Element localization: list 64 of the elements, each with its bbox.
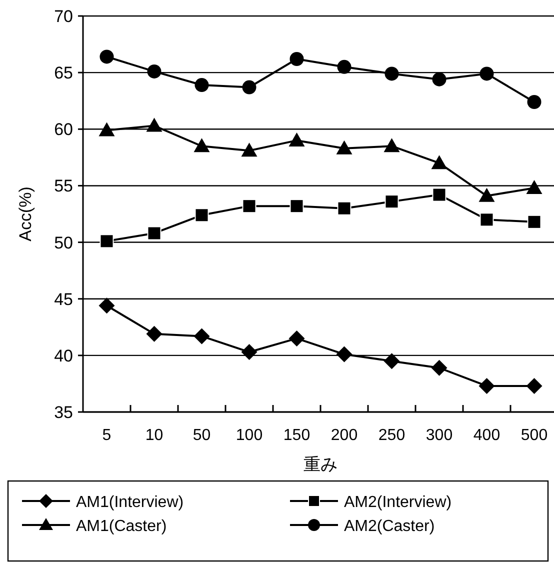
point <box>432 72 446 86</box>
point <box>384 353 400 370</box>
x-tick-label: 500 <box>520 427 548 444</box>
x-tick-label: 100 <box>236 427 263 444</box>
point <box>290 52 304 66</box>
point <box>146 118 162 132</box>
x-axis-title: 重み <box>304 455 338 474</box>
point <box>336 140 352 154</box>
y-tick-label: 70 <box>54 7 73 26</box>
y-axis-title: Acc(%) <box>16 186 35 242</box>
point <box>98 122 115 136</box>
y-tick-label: 35 <box>54 403 73 422</box>
point <box>337 201 352 216</box>
point <box>336 346 352 362</box>
point <box>431 155 448 170</box>
point <box>431 360 448 376</box>
x-tick-label: 10 <box>145 427 164 444</box>
point <box>478 188 495 202</box>
point <box>194 138 210 152</box>
legend-label: AM2(Interview) <box>344 494 452 511</box>
point <box>337 60 352 74</box>
point <box>241 344 258 360</box>
point <box>241 142 258 157</box>
x-tick-label: 50 <box>192 427 211 444</box>
point <box>146 326 162 342</box>
legend-label: AM2(Caster) <box>344 518 435 535</box>
point <box>288 330 305 346</box>
x-tick-label: 150 <box>283 427 310 444</box>
point <box>384 66 399 81</box>
point <box>242 199 256 214</box>
legend-label: AM1(Caster) <box>76 518 167 535</box>
point <box>527 214 542 229</box>
point <box>480 212 494 227</box>
point <box>288 132 305 146</box>
x-tick-label: 250 <box>378 427 406 444</box>
point <box>100 50 114 64</box>
point <box>480 66 494 81</box>
y-tick-label: 40 <box>54 346 73 366</box>
y-tick-label: 60 <box>54 120 73 140</box>
x-tick-label: 200 <box>330 427 358 444</box>
point <box>478 378 495 394</box>
point <box>526 378 542 394</box>
point <box>100 234 114 248</box>
point <box>194 208 209 222</box>
point <box>527 94 542 109</box>
point <box>432 188 446 202</box>
point <box>147 226 162 240</box>
legend-label: AM1(Interview) <box>76 494 184 511</box>
x-tick-label: 5 <box>102 427 112 444</box>
point <box>526 180 542 194</box>
point <box>194 328 210 344</box>
y-tick-label: 55 <box>54 176 73 196</box>
point <box>242 80 256 94</box>
x-tick-label: 400 <box>473 427 500 444</box>
x-tick-label: 300 <box>426 427 453 444</box>
point <box>194 78 209 92</box>
point <box>147 64 162 78</box>
point <box>98 298 115 314</box>
y-tick-label: 45 <box>54 290 73 309</box>
y-tick-label: 50 <box>54 233 73 252</box>
point <box>384 138 400 152</box>
point <box>384 194 399 209</box>
y-tick-label: 65 <box>54 64 73 83</box>
point <box>290 199 304 214</box>
